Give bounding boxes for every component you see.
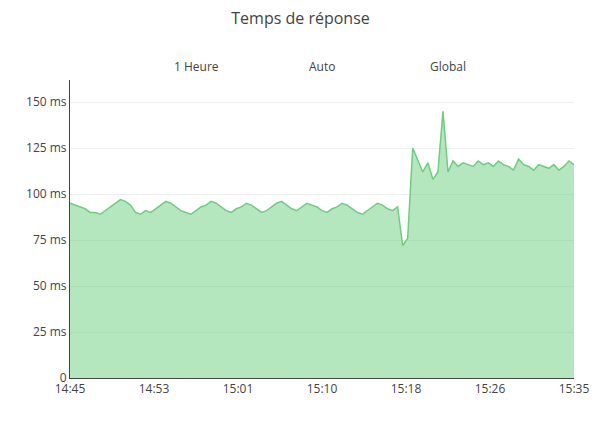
svg-text:14:45: 14:45 <box>55 380 86 397</box>
svg-text:75 ms: 75 ms <box>33 231 67 248</box>
svg-text:100 ms: 100 ms <box>26 185 67 202</box>
svg-text:150 ms: 150 ms <box>26 93 67 110</box>
svg-text:1 Heure: 1 Heure <box>174 58 219 75</box>
svg-text:0: 0 <box>60 369 67 386</box>
svg-text:15:35: 15:35 <box>559 380 590 397</box>
svg-text:15:26: 15:26 <box>475 380 506 397</box>
svg-text:Global: Global <box>430 58 466 75</box>
svg-text:Temps de réponse: Temps de réponse <box>231 7 369 29</box>
svg-text:Auto: Auto <box>309 58 335 75</box>
svg-text:15:01: 15:01 <box>223 380 254 397</box>
svg-text:14:53: 14:53 <box>139 380 170 397</box>
svg-text:50 ms: 50 ms <box>33 277 67 294</box>
svg-text:125 ms: 125 ms <box>26 139 67 156</box>
svg-text:15:10: 15:10 <box>307 380 338 397</box>
svg-text:25 ms: 25 ms <box>33 323 67 340</box>
svg-text:15:18: 15:18 <box>391 380 422 397</box>
